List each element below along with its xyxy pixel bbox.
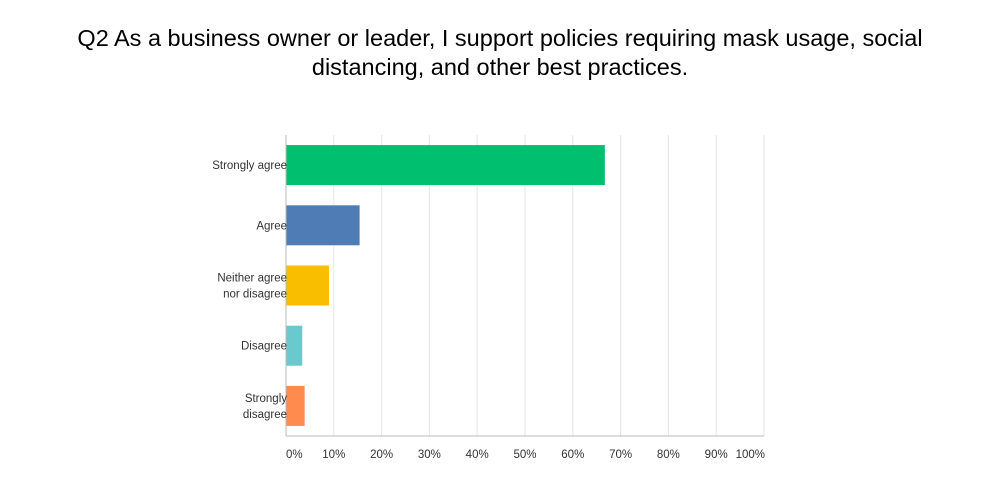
- category-label-line: nor disagree: [223, 289, 287, 301]
- tick-labels: 0% 10% 20% 30% 40% 50% 60% 70% 80% 90% 100%: [286, 449, 765, 461]
- category-label-line: disagree: [243, 409, 287, 421]
- gridlines: [333, 135, 765, 436]
- x-tick-label: 0%: [286, 449, 303, 461]
- category-label-line: Strongly: [245, 393, 287, 405]
- category-label: Strongly disagree: [243, 393, 287, 421]
- x-tick-label: 40%: [466, 449, 489, 461]
- category-label: Agree: [256, 220, 287, 232]
- bars: [286, 145, 605, 426]
- chart-title: Q2 As a business owner or leader, I supp…: [77, 25, 923, 80]
- x-tick-label: 90%: [705, 449, 728, 461]
- category-label: Disagree: [241, 341, 287, 353]
- category-label: Neither agree nor disagree: [217, 273, 287, 301]
- category-label-line: Strongly agree: [212, 160, 287, 172]
- x-tick-label: 80%: [657, 449, 680, 461]
- bar: [286, 265, 330, 306]
- category-label: Strongly agree: [212, 160, 287, 172]
- x-tick-label: 20%: [370, 449, 393, 461]
- bar: [286, 385, 305, 426]
- x-tick-label: 50%: [513, 449, 536, 461]
- x-tick-label: 30%: [418, 449, 441, 461]
- x-tick-label: 100%: [736, 449, 765, 461]
- bar: [286, 325, 303, 366]
- category-label-line: Agree: [256, 220, 287, 232]
- category-labels: Strongly agree Agree Neither agree nor disa…: [212, 160, 287, 421]
- category-label-line: Disagree: [241, 341, 287, 353]
- x-tick-label: 60%: [561, 449, 584, 461]
- category-label-line: Neither agree: [217, 273, 287, 285]
- axes: [285, 135, 764, 437]
- x-tick-label: 10%: [322, 449, 345, 461]
- x-tick-label: 70%: [609, 449, 632, 461]
- bar: [286, 205, 360, 246]
- bar: [286, 145, 605, 186]
